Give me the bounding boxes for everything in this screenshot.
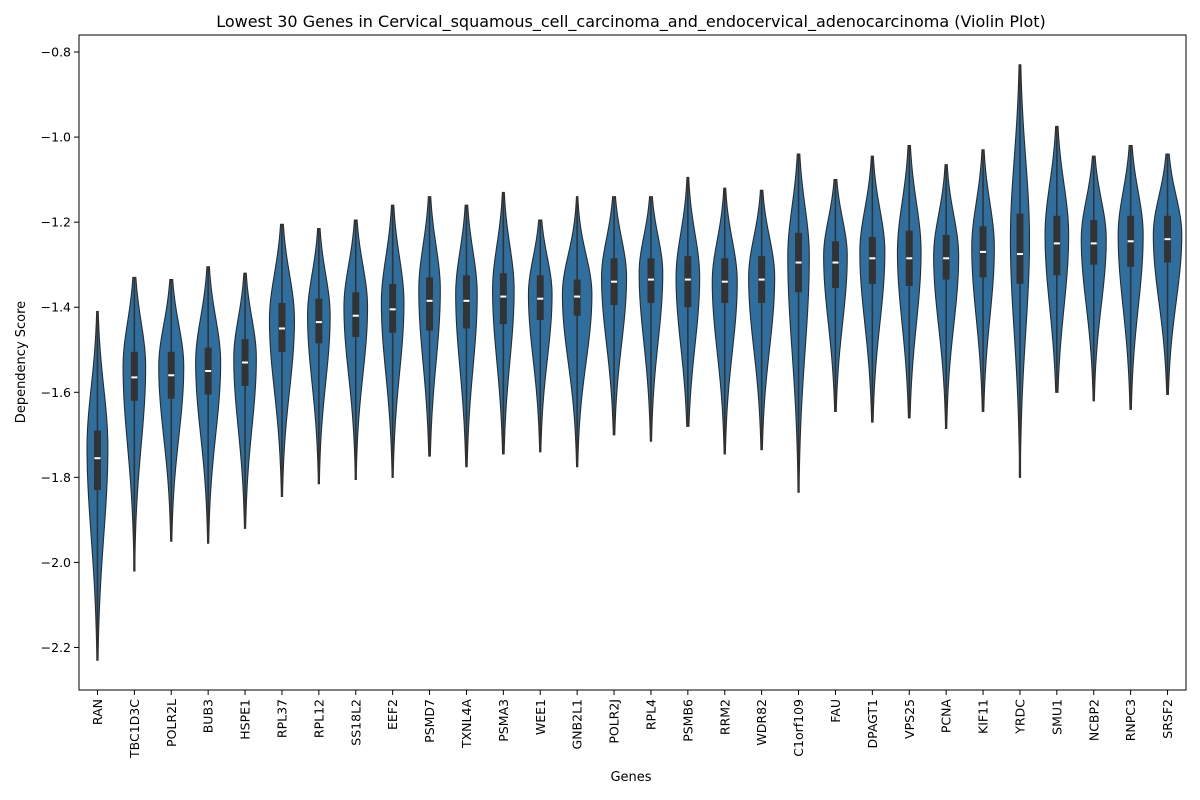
violin-median [315,321,322,324]
violin-iqr-box [315,298,323,344]
x-tick-label: RPL12 [311,699,326,738]
violin-iqr-box [1016,213,1024,284]
y-tick-label: −1.0 [41,130,71,145]
violin-median [1053,242,1060,245]
violin-iqr-box [647,258,655,303]
chart-title: Lowest 30 Genes in Cervical_squamous_cel… [216,12,1046,32]
violin-iqr-box [499,273,507,325]
violin-median [94,457,101,460]
violin-median [278,327,285,330]
violin-median [574,295,581,298]
violin-median [500,295,507,298]
violin-median [352,314,359,317]
violin-iqr-box [93,430,101,491]
violin-iqr-box [130,351,138,401]
x-tick-label: KIF11 [976,699,991,734]
violin-median [389,308,396,311]
violin-iqr-box [831,241,839,289]
x-tick-label: RPL37 [274,699,289,738]
violin-median [832,261,839,264]
violin-iqr-box [426,277,434,331]
x-tick-label: SS18L2 [348,699,363,746]
y-tick-label: −1.8 [41,470,71,485]
x-tick-label: PSMB6 [680,699,695,742]
plot-frame [78,34,1187,691]
violin-iqr-box [278,302,286,352]
violin-iqr-box [1053,215,1061,276]
x-tick-label: POLR2L [164,699,179,747]
violin-median [611,280,618,283]
violin-median [980,250,987,253]
violin-iqr-box [1090,220,1098,265]
violin-iqr-box [684,256,692,308]
violin-layer [86,64,1183,661]
violin-iqr-box [868,237,876,284]
violin-median [242,361,249,364]
violin-iqr-box [352,292,360,337]
x-tick-label: HSPE1 [238,699,253,740]
y-tick-label: −2.2 [41,640,71,655]
y-tick-label: −1.6 [41,385,71,400]
violin-iqr-box [536,275,544,320]
y-tick-label: −0.8 [41,45,71,60]
violin-median [426,299,433,302]
violin-median [758,278,765,281]
y-axis-label: Dependency Score [14,301,29,423]
violin-median [1127,240,1134,243]
x-tick-label: PSMA3 [496,699,511,742]
y-axis: −0.8 −1.0 −1.2 −1.4 −1.6 −1.8 −2.0 −2.2 [41,45,79,655]
x-tick-label: BUB3 [201,699,216,733]
x-tick-label: RAN [90,699,105,725]
x-tick-label: RRM2 [717,699,732,735]
x-tick-label: PCNA [939,699,954,734]
violin-median [1164,238,1171,241]
x-tick-label: TBC1D3C [127,699,142,759]
violin-median [205,370,212,373]
violin-median [684,278,691,281]
violin-median [647,278,654,281]
y-tick-label: −1.2 [41,215,71,230]
x-tick-label: NCBP2 [1086,699,1101,741]
violin-iqr-box [942,234,950,280]
x-tick-label: SMU1 [1049,699,1064,735]
x-tick-label: WEE1 [533,699,548,735]
x-tick-label: TXNL4A [459,699,474,749]
y-tick-label: −2.0 [41,555,71,570]
violin-iqr-box [573,279,581,316]
violin-median [463,299,470,302]
violin-median [537,297,544,300]
x-tick-label: WDR82 [754,699,769,746]
violin-iqr-box [389,283,397,333]
x-tick-label: SRSF2 [1160,699,1175,739]
x-tick-label: FAU [828,699,843,723]
x-axis: RAN TBC1D3C POLR2L BUB3 HSPE1 RPL37 RPL12 SS18L… [90,690,1175,759]
x-tick-label: PSMD7 [422,699,437,743]
violin-median [906,257,913,260]
x-tick-label: C1orf109 [791,699,806,757]
violin-median [721,280,728,283]
violin-median [131,376,138,379]
violin-median [795,261,802,264]
x-tick-label: VPS25 [902,699,917,739]
violin-median [1090,242,1097,245]
violin-median [1016,253,1023,256]
y-tick-label: −1.4 [41,300,71,315]
x-tick-label: RPL4 [643,699,658,730]
x-tick-label: RNPC3 [1123,699,1138,741]
violin-iqr-box [462,275,470,329]
x-tick-label: DPAGT1 [865,699,880,749]
violin-median [168,374,175,377]
x-tick-label: EEF2 [385,699,400,730]
x-tick-label: POLR2J [607,699,622,744]
x-tick-label: YRDC [1012,699,1027,735]
x-tick-label: GNB2L1 [570,699,585,749]
violin-iqr-box [721,258,729,303]
x-axis-label: Genes [610,770,651,785]
violin-median [943,257,950,260]
violin-median [869,257,876,260]
